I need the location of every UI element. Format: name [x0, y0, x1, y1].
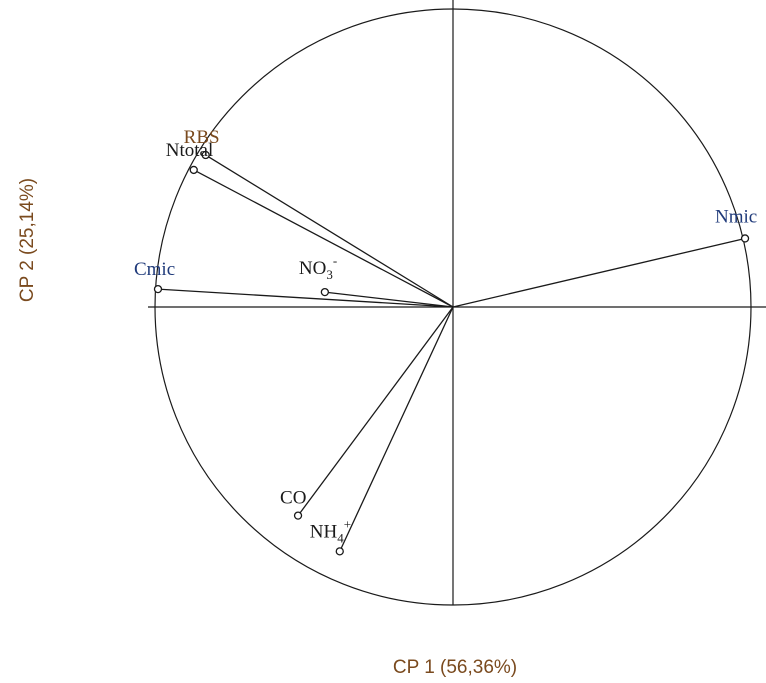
vector-nh4: [339, 306, 454, 552]
vector-no3: [324, 291, 454, 308]
label-cmic: Cmic: [134, 259, 175, 280]
point-no3: [320, 287, 330, 297]
point-nmic: [740, 234, 750, 243]
point-nh4: [335, 547, 344, 556]
vector-cmic: [157, 288, 454, 308]
label-ntotal: Ntotal: [166, 140, 214, 161]
point-cmic: [153, 284, 163, 294]
label-nh4: NH4+: [310, 516, 351, 545]
label-no3: NO3-: [299, 253, 337, 282]
label-co: CO: [280, 488, 306, 509]
label-rbs: RBS: [184, 127, 220, 148]
point-ntotal: [189, 165, 198, 175]
point-co: [293, 511, 303, 520]
vector-rbs: [205, 154, 454, 308]
x-axis-title: CP 1 (56,36%): [393, 657, 517, 678]
label-nmic: Nmic: [715, 206, 757, 227]
vector-co: [297, 306, 454, 516]
y-axis-title: CP 2 (25,14%): [17, 178, 38, 302]
point-rbs: [201, 150, 210, 160]
vector-nmic: [452, 237, 746, 308]
vector-ntotal: [193, 169, 454, 308]
